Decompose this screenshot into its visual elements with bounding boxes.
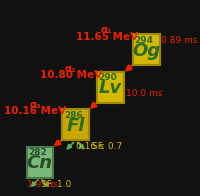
Bar xyxy=(97,72,124,103)
Text: 0.89 ms: 0.89 ms xyxy=(161,36,198,45)
Text: Og: Og xyxy=(132,42,160,60)
Text: Cn: Cn xyxy=(27,154,53,172)
Text: 10.0 ms: 10.0 ms xyxy=(126,89,162,98)
Text: α₁: α₁ xyxy=(101,25,112,35)
Text: 294: 294 xyxy=(134,36,153,45)
Bar xyxy=(62,109,89,140)
Text: 0.16 s: 0.16 s xyxy=(76,142,104,151)
Text: SF: 0.7: SF: 0.7 xyxy=(92,142,122,151)
Text: SF: 1.0: SF: 1.0 xyxy=(41,180,72,189)
Bar xyxy=(133,34,160,65)
Text: 1.9 ms: 1.9 ms xyxy=(27,180,57,189)
Text: 286: 286 xyxy=(64,111,83,120)
Text: Fl: Fl xyxy=(66,117,85,135)
Text: α₃: α₃ xyxy=(29,100,41,110)
Text: α₂: α₂ xyxy=(65,64,77,74)
Text: 290: 290 xyxy=(99,74,117,83)
Bar xyxy=(27,147,53,178)
Text: 10.16 MeV: 10.16 MeV xyxy=(4,106,66,116)
Text: 282: 282 xyxy=(28,148,47,157)
Text: Lv: Lv xyxy=(99,79,122,97)
Text: 10.80 MeV: 10.80 MeV xyxy=(40,70,102,80)
Text: 11.65 MeV: 11.65 MeV xyxy=(76,32,139,42)
